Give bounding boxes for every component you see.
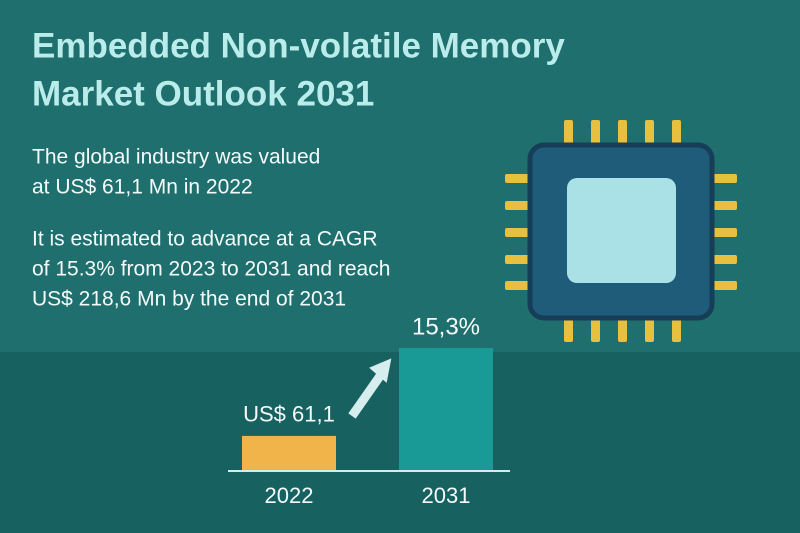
value-label: 15,3% [412, 313, 480, 340]
category-label: 2022 [265, 483, 314, 508]
arrow-icon [348, 358, 392, 419]
value-label: US$ 61,1 [243, 402, 335, 427]
paragraph-line: The global industry was valued [32, 146, 320, 169]
chip-icon [505, 120, 737, 342]
paragraph-line: of 15.3% from 2023 to 2031 and reach [32, 258, 390, 281]
category-label: 2031 [422, 483, 471, 508]
bar [242, 435, 336, 470]
title-line: Market Outlook 2031 [32, 74, 374, 113]
title-line: Embedded Non-volatile Memory [32, 26, 565, 65]
paragraph-line: US$ 218,6 Mn by the end of 2031 [32, 288, 346, 311]
paragraph-line: It is estimated to advance at a CAGR [32, 228, 378, 251]
bar [399, 348, 493, 470]
paragraph-line: at US$ 61,1 Mn in 2022 [32, 176, 253, 199]
